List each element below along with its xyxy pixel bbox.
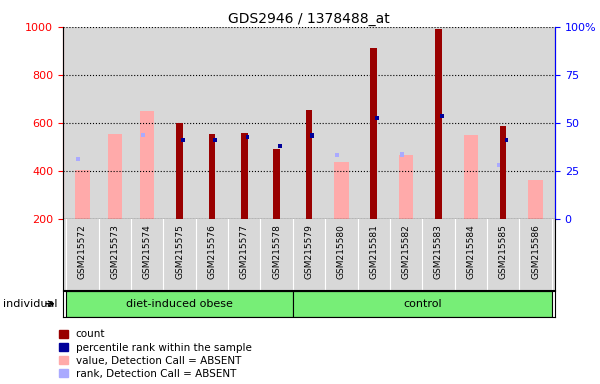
Text: GSM215577: GSM215577	[240, 225, 249, 280]
Bar	[278, 144, 282, 148]
Bar	[399, 155, 413, 219]
Text: GSM215585: GSM215585	[499, 225, 508, 280]
Text: GSM215582: GSM215582	[401, 225, 410, 279]
Bar	[334, 162, 349, 219]
Bar	[66, 291, 293, 317]
Bar	[245, 135, 250, 139]
Text: GSM215580: GSM215580	[337, 225, 346, 280]
Text: GSM215581: GSM215581	[369, 225, 378, 280]
Text: GSM215584: GSM215584	[466, 225, 475, 279]
Text: GSM215578: GSM215578	[272, 225, 281, 280]
Bar	[310, 133, 314, 137]
Text: GSM215586: GSM215586	[531, 225, 540, 280]
Bar	[370, 48, 377, 219]
Legend: count, percentile rank within the sample, value, Detection Call = ABSENT, rank, : count, percentile rank within the sample…	[59, 329, 252, 379]
Bar	[440, 114, 443, 118]
Bar	[75, 170, 90, 219]
Bar	[335, 153, 339, 157]
Text: GSM215574: GSM215574	[143, 225, 152, 279]
Bar	[181, 137, 185, 142]
Bar	[497, 163, 501, 167]
Bar	[241, 133, 248, 219]
Text: GSM215576: GSM215576	[208, 225, 217, 280]
Text: GSM215572: GSM215572	[78, 225, 87, 279]
Text: diet-induced obese: diet-induced obese	[126, 299, 233, 309]
Bar	[528, 180, 543, 219]
Bar	[209, 134, 215, 219]
Bar	[400, 152, 404, 157]
Bar	[375, 116, 379, 120]
Bar	[107, 134, 122, 219]
Text: control: control	[403, 299, 442, 309]
Bar	[500, 126, 506, 219]
Bar	[505, 137, 508, 142]
Bar	[464, 135, 478, 219]
Bar	[293, 291, 552, 317]
Bar	[435, 29, 442, 219]
Text: GSM215573: GSM215573	[110, 225, 119, 280]
Bar	[306, 110, 312, 219]
Bar	[76, 157, 80, 161]
Bar	[274, 149, 280, 219]
Bar	[176, 123, 183, 219]
Bar	[213, 137, 217, 142]
Title: GDS2946 / 1378488_at: GDS2946 / 1378488_at	[228, 12, 390, 26]
Bar	[141, 133, 145, 137]
Text: GSM215575: GSM215575	[175, 225, 184, 280]
Text: individual: individual	[3, 299, 58, 309]
Text: GSM215579: GSM215579	[305, 225, 314, 280]
Bar	[140, 111, 154, 219]
Text: GSM215583: GSM215583	[434, 225, 443, 280]
